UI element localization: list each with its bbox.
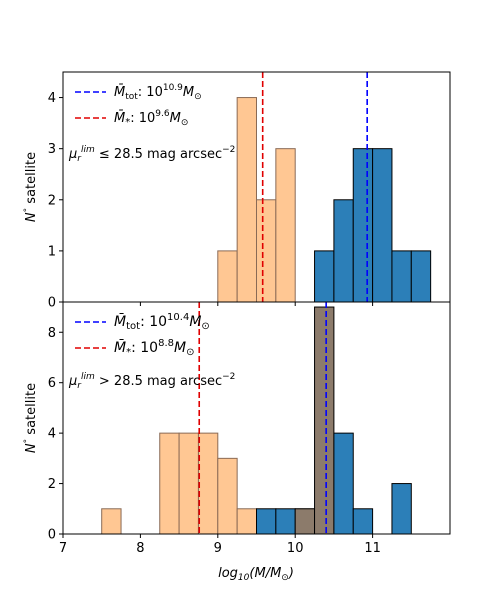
total-bar bbox=[275, 508, 296, 535]
y-tick-label: 2 bbox=[48, 193, 56, 208]
total-bar bbox=[391, 483, 412, 535]
axes-frame bbox=[62, 301, 451, 535]
panel-bottom: 0 2 4 6 8 7 8 9 10 11 M̄tot: 1010.4M⊙ M̄*: 108.8M⊙ μ… bbox=[23, 301, 451, 556]
x-axis-label: log10(M/M⊙) bbox=[218, 566, 294, 583]
y-tick-label: 0 bbox=[48, 296, 56, 311]
total-bar bbox=[314, 306, 335, 535]
x-tick-label: 10 bbox=[287, 541, 304, 556]
stellar-bar bbox=[178, 432, 199, 535]
x-tick-label: 11 bbox=[364, 541, 381, 556]
y-tick-label: 3 bbox=[48, 142, 56, 157]
legend-label-blue: M̄tot: 1010.9M⊙ bbox=[114, 83, 202, 102]
total-bar bbox=[294, 508, 316, 535]
legend-label-blue: M̄tot: 1010.4M⊙ bbox=[114, 312, 210, 332]
y-tick-label: 8 bbox=[48, 326, 56, 341]
panel-top: 0 1 2 3 4 M̄tot: 1010.9M⊙ M̄*: 109.6M⊙ μrlim ≤ … bbox=[23, 71, 451, 311]
stellar-bar bbox=[256, 199, 277, 303]
y-tick-label: 4 bbox=[48, 91, 56, 106]
total-bar bbox=[372, 148, 393, 303]
annotation: μrlim ≤ 28.5 mag arcsec−2 bbox=[68, 145, 235, 164]
legend-label-red: M̄*: 108.8M⊙ bbox=[114, 338, 194, 358]
total-bar bbox=[256, 508, 277, 535]
stellar-bar bbox=[197, 432, 219, 535]
y-tick-label: 4 bbox=[48, 427, 56, 442]
y-tick-label: 6 bbox=[48, 376, 56, 391]
y-tick-label: 1 bbox=[48, 244, 56, 259]
x-tick-label: 7 bbox=[59, 541, 67, 556]
x-tick-label: 8 bbox=[136, 541, 144, 556]
stellar-bar bbox=[217, 250, 238, 303]
x-tick-label: 9 bbox=[214, 541, 222, 556]
total-bar bbox=[352, 508, 374, 535]
stellar-bar bbox=[236, 97, 257, 303]
total-bar bbox=[333, 432, 354, 535]
legend-label-red: M̄*: 109.6M⊙ bbox=[114, 109, 188, 128]
total-bar bbox=[333, 199, 354, 303]
stellar-bar bbox=[159, 432, 180, 535]
stellar-bar bbox=[217, 457, 238, 535]
y-axis-label: N° satellite bbox=[23, 383, 39, 453]
stellar-bar bbox=[275, 148, 296, 303]
annotation: μrlim > 28.5 mag arcsec−2 bbox=[68, 372, 235, 391]
stellar-bar bbox=[236, 508, 257, 535]
stellar-bar bbox=[101, 508, 122, 535]
total-bar bbox=[314, 250, 335, 303]
y-tick-label: 0 bbox=[48, 528, 56, 543]
total-bar bbox=[391, 250, 412, 303]
y-axis-label: N° satellite bbox=[23, 152, 39, 222]
y-tick-label: 2 bbox=[48, 477, 56, 492]
total-bar bbox=[352, 148, 374, 303]
total-bar bbox=[410, 250, 432, 303]
